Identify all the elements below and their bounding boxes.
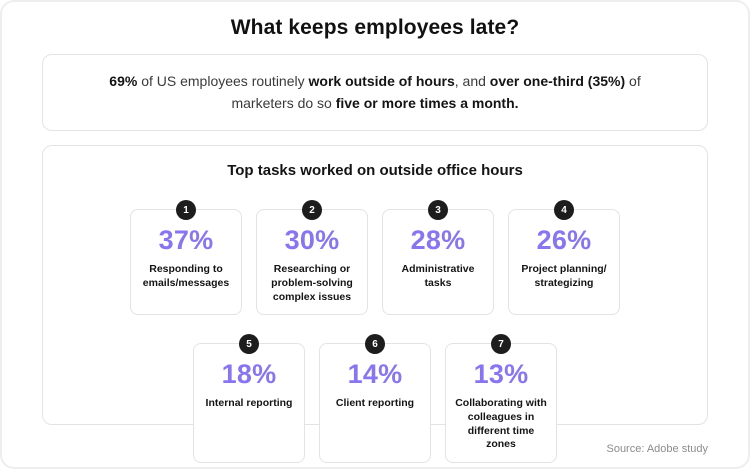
source-note: Source: Adobe study [606, 443, 708, 455]
summary-segment: work outside of hours [308, 73, 455, 89]
stat-card-3: 3 28% Administrative tasks [382, 200, 494, 316]
tasks-panel: Top tasks worked on outside office hours… [42, 145, 708, 463]
summary-segment: , and [454, 73, 490, 89]
stat-value: 28% [410, 225, 466, 256]
summary-segment: of US employees routinely [137, 73, 309, 89]
stat-value: 26% [536, 225, 592, 256]
stat-label: Administrative tasks [401, 263, 475, 290]
rank-badge: 3 [428, 200, 448, 221]
stat-card-4: 4 26% Project planning/ strategizing [508, 200, 620, 316]
stat-label: Researching or problem-solving complex i… [271, 263, 353, 303]
stat-card-5: 5 18% Internal reporting [193, 334, 305, 463]
stat-label: Responding to emails/messages [142, 263, 230, 290]
rank-badge: 1 [176, 200, 196, 221]
page-title: What keeps employees late? [230, 16, 520, 39]
rank-badge: 6 [365, 334, 385, 355]
stat-value: 14% [347, 359, 403, 390]
summary-panel: 69% of US employees routinely work outsi… [42, 54, 708, 132]
stat-value: 30% [284, 225, 340, 256]
stat-value: 18% [221, 359, 277, 390]
stat-card-7: 7 13% Collaborating with colleagues in d… [445, 334, 557, 463]
stat-cards-row-2: 5 18% Internal reporting 6 14% Client re… [43, 334, 707, 463]
rank-badge: 4 [554, 200, 574, 221]
stat-label: Internal reporting [205, 397, 293, 410]
tasks-panel-heading: Top tasks worked on outside office hours [227, 162, 523, 180]
summary-segment: of marketers do so [231, 73, 641, 111]
stat-label: Collaborating with colleagues in differe… [455, 397, 547, 451]
stat-card-1: 1 37% Responding to emails/messages [130, 200, 242, 316]
rank-badge: 2 [302, 200, 322, 221]
stat-card-2: 2 30% Researching or problem-solving com… [256, 200, 368, 316]
summary-text: 69% of US employees routinely work outsi… [79, 71, 671, 114]
stat-cards-row-1: 1 37% Responding to emails/messages 2 30… [43, 200, 707, 316]
stat-label: Project planning/ strategizing [521, 263, 607, 290]
stat-label: Client reporting [335, 397, 415, 410]
stat-value: 13% [473, 359, 529, 390]
stat-value: 37% [158, 225, 214, 256]
rank-badge: 7 [491, 334, 511, 355]
rank-badge: 5 [239, 334, 259, 355]
stat-card-6: 6 14% Client reporting [319, 334, 431, 463]
summary-segment: 69% [109, 73, 138, 89]
summary-segment: over one-third (35%) [489, 73, 626, 89]
summary-segment: five or more times a month. [335, 94, 519, 111]
